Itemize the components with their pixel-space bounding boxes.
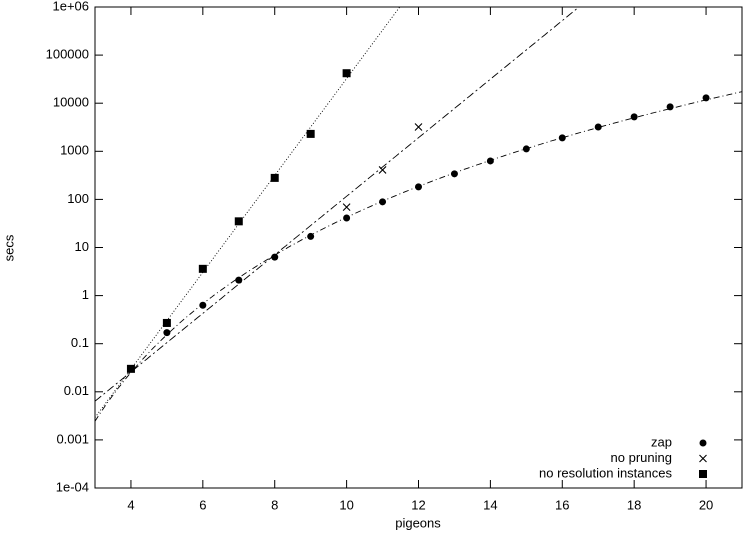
fit-line [95,7,580,402]
point [162,318,171,327]
y-tick-label: 1e+06 [52,0,89,13]
point [307,232,315,240]
point [126,364,135,373]
point [414,123,423,131]
legend-label: no resolution instances [539,465,672,480]
x-tick-label: 18 [627,497,641,512]
y-tick-label: 1e-04 [56,479,89,494]
point [342,203,351,212]
x-tick-label: 4 [127,497,134,512]
point [558,134,566,142]
point [486,157,494,165]
legend-marker [699,454,707,463]
point [702,94,710,102]
y-tick-label: 0.001 [56,431,89,446]
y-tick-label: 10 [75,239,89,254]
point [450,170,458,178]
x-tick-label: 6 [199,497,206,512]
fit-line [95,91,742,422]
y-tick-label: 10000 [53,95,89,110]
fit-lines [95,7,742,422]
point [235,276,243,284]
y-tick-label: 0.1 [71,335,89,350]
x-tick-label: 8 [271,497,278,512]
y-tick-label: 1000 [60,143,89,158]
x-tick-label: 12 [411,497,425,512]
point [630,113,638,121]
legend-marker [699,439,707,447]
point [342,69,351,78]
point [379,198,387,206]
point [415,183,422,191]
point [270,173,279,182]
x-tick-label: 20 [699,497,713,512]
y-tick-label: 100000 [46,47,89,62]
point [666,103,674,111]
point [343,214,351,222]
point [198,264,207,273]
y-tick-label: 0.01 [64,383,89,398]
y-axis-label: secs [1,234,16,261]
legend-label: zap [651,434,672,449]
point [199,301,207,309]
legend-marker [699,470,707,478]
point [306,129,315,138]
x-tick-label: 10 [339,497,353,512]
point [594,123,602,131]
point [234,217,243,226]
x-tick-label: 14 [483,497,497,512]
point [522,145,530,153]
point [271,253,279,261]
x-tick-label: 16 [555,497,569,512]
point [163,329,171,337]
point [378,166,387,174]
y-tick-label: 100 [67,191,89,206]
plot-frame [94,6,743,489]
legend-label: no pruning [611,450,672,465]
fit-line [95,7,401,418]
y-tick-label: 1 [82,287,89,302]
x-axis-label: pigeons [395,515,441,530]
